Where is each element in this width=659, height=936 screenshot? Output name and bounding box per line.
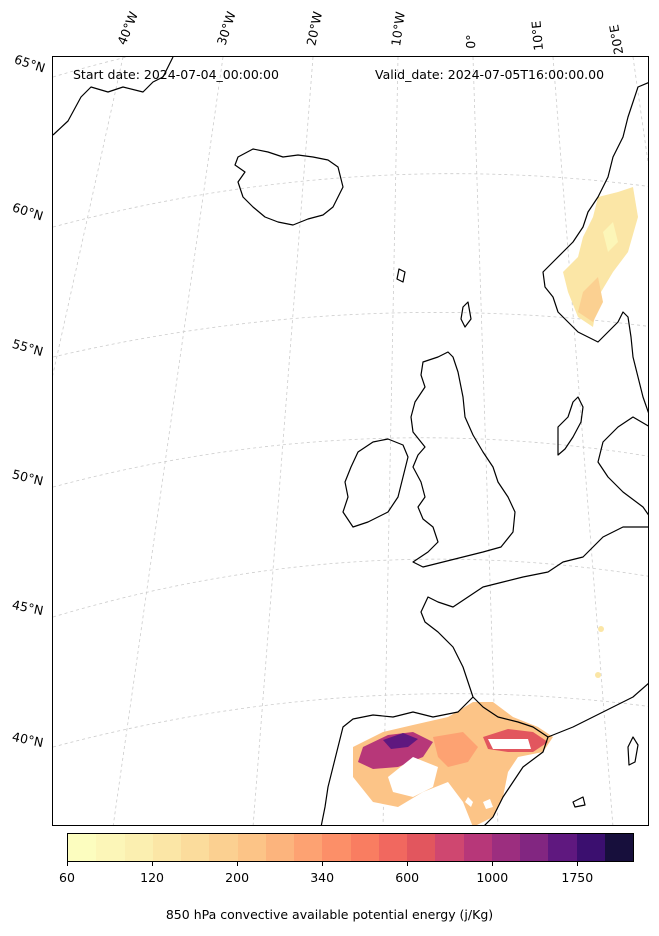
colorbar-segment (68, 834, 97, 861)
colorbar-tick-mark (67, 862, 68, 866)
colorbar-tick-mark (237, 862, 239, 866)
lat-label-55n: 55°N (10, 335, 45, 360)
lat-label-45n: 45°N (10, 596, 45, 619)
colorbar-tick-label: 340 (310, 870, 335, 885)
lon-label-10e: 10°E (528, 20, 547, 52)
longitude-gridlines (53, 57, 648, 825)
colorbar-segment (491, 834, 520, 861)
lon-label-40w: 40°W (114, 9, 141, 47)
colorbar-segment (407, 834, 436, 861)
lat-label-60n: 60°N (10, 199, 46, 224)
colorbar-tick-label: 1750 (561, 870, 594, 885)
colorbar-tick-label: 200 (225, 870, 250, 885)
colorbar-segment (209, 834, 238, 861)
colorbar-tick-mark (492, 862, 494, 866)
colorbar-segment (548, 834, 577, 861)
start-date-label: Start date: 2024-07-04_00:00:00 (73, 67, 279, 82)
lon-label-0: 0° (463, 34, 479, 49)
lat-label-65n: 65°N (12, 51, 48, 76)
colorbar-segment (378, 834, 407, 861)
lon-label-10w: 10°W (388, 10, 408, 48)
cape-field-coast-dots (595, 626, 604, 678)
colorbar-segment (322, 834, 351, 861)
colorbar-tick-label: 60 (59, 870, 75, 885)
colorbar-segment (237, 834, 266, 861)
colorbar-segment (520, 834, 549, 861)
colorbar-segment (294, 834, 323, 861)
colorbar-segment (576, 834, 605, 861)
colorbar-segment (152, 834, 181, 861)
colorbar-segment (350, 834, 379, 861)
colorbar (67, 833, 634, 862)
colorbar-segment (96, 834, 125, 861)
colorbar-tick-label: 120 (140, 870, 164, 885)
colorbar-tick-mark (407, 862, 409, 866)
lon-label-20w: 20°W (303, 10, 326, 47)
colorbar-segment (463, 834, 492, 861)
coastlines (53, 57, 648, 825)
colorbar-segment (181, 834, 210, 861)
colorbar-tick-mark (152, 862, 154, 866)
cape-field-norway (563, 187, 638, 327)
map-canvas (53, 57, 648, 825)
lon-label-30w: 30°W (213, 9, 239, 47)
latitude-gridlines (53, 57, 648, 748)
colorbar-tick-label: 600 (395, 870, 420, 885)
lat-label-40n: 40°N (10, 728, 45, 751)
colorbar-tick-label: 1000 (476, 870, 509, 885)
colorbar-segment (604, 834, 633, 861)
lat-label-50n: 50°N (10, 466, 45, 489)
colorbar-tick-mark (577, 862, 579, 866)
colorbar-title: 850 hPa convective available potential e… (165, 907, 494, 922)
colorbar-segment (435, 834, 464, 861)
colorbar-segment (265, 834, 294, 861)
lon-label-20e: 20°E (606, 23, 627, 56)
valid-date-label: Valid_date: 2024-07-05T16:00:00.00 (375, 67, 605, 82)
map-frame (52, 56, 649, 826)
colorbar-segment (124, 834, 153, 861)
colorbar-tick-mark (322, 862, 324, 866)
cape-field-spain (353, 702, 553, 825)
